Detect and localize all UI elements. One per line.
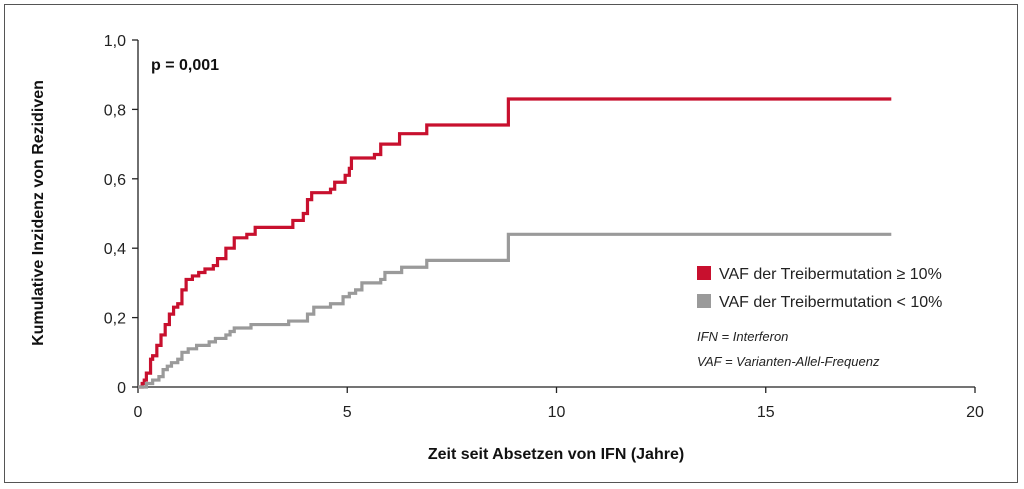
legend-label-low-vaf: VAF der Treibermutation < 10% bbox=[719, 294, 942, 311]
y-tick-label: 0,2 bbox=[104, 311, 126, 328]
x-tick-label: 0 bbox=[134, 404, 143, 421]
y-tick-label: 0,8 bbox=[104, 102, 126, 119]
y-tick-label: 1,0 bbox=[104, 33, 126, 50]
axes: 0 5 10 15 20 0 0,2 0,4 0,6 0,8 1,0 bbox=[104, 33, 984, 421]
series-layer bbox=[138, 97, 892, 389]
y-tick-label: 0,6 bbox=[104, 172, 126, 189]
chart-frame bbox=[4, 4, 1018, 483]
x-tick-label: 15 bbox=[757, 404, 775, 421]
x-tick-label: 5 bbox=[343, 404, 352, 421]
y-axis-title: Kumulative Inzidenz von Rezidiven bbox=[30, 80, 47, 346]
legend-swatch-low-vaf bbox=[697, 294, 711, 308]
series-line-high-vaf bbox=[138, 97, 892, 389]
x-tick-label: 10 bbox=[548, 404, 566, 421]
note-ifn: IFN = Interferon bbox=[697, 329, 788, 344]
note-vaf: VAF = Varianten-Allel-Frequenz bbox=[697, 354, 880, 369]
series-line-low-vaf bbox=[138, 232, 892, 389]
x-tick-label: 20 bbox=[966, 404, 984, 421]
p-value-annotation: p = 0,001 bbox=[151, 57, 219, 74]
y-tick-label: 0,4 bbox=[104, 241, 126, 258]
x-axis-title: Zeit seit Absetzen von IFN (Jahre) bbox=[428, 446, 684, 463]
y-tick-label: 0 bbox=[117, 380, 126, 397]
legend: VAF der Treibermutation ≥ 10% VAF der Tr… bbox=[697, 266, 942, 369]
legend-swatch-high-vaf bbox=[697, 266, 711, 280]
legend-label-high-vaf: VAF der Treibermutation ≥ 10% bbox=[719, 266, 942, 283]
label-layer: Zeit seit Absetzen von IFN (Jahre) Kumul… bbox=[30, 57, 684, 463]
